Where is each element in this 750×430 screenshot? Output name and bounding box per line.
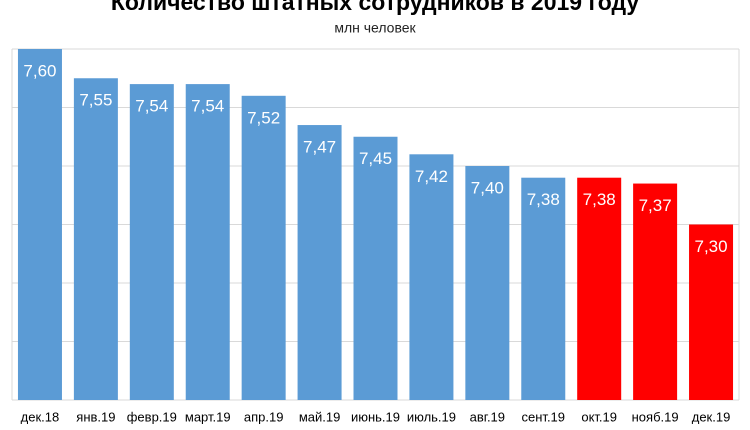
value-label: 7,40 (471, 178, 504, 197)
value-label: 7,45 (359, 149, 392, 168)
value-label: 7,37 (639, 196, 672, 215)
bar (521, 177, 566, 400)
x-tick-label: янв.19 (76, 409, 115, 424)
chart-title: Количество штатных сотрудников в 2019 го… (111, 0, 640, 15)
x-tick-label: апр.19 (244, 409, 284, 424)
value-label: 7,60 (23, 61, 56, 80)
value-label: 7,38 (583, 190, 616, 209)
bar (409, 154, 454, 400)
x-tick-label: дек.19 (692, 409, 731, 424)
bar (689, 224, 734, 400)
x-tick-label: нояб.19 (632, 409, 679, 424)
bar (353, 136, 398, 400)
value-label: 7,54 (135, 97, 168, 116)
x-tick-label: авг.19 (470, 409, 505, 424)
x-tick-label: февр.19 (127, 409, 177, 424)
x-tick-label: июнь.19 (351, 409, 400, 424)
value-label: 7,42 (415, 167, 448, 186)
chart-subtitle: млн человек (334, 20, 416, 36)
x-tick-label: май.19 (299, 409, 341, 424)
value-label: 7,54 (191, 97, 224, 116)
x-tick-label: окт.19 (581, 409, 617, 424)
x-tick-label: сент.19 (522, 409, 566, 424)
bar (17, 49, 62, 400)
bar (241, 95, 286, 401)
bar (73, 78, 118, 400)
x-tick-label: март.19 (185, 409, 231, 424)
bar (297, 125, 342, 401)
bar (577, 177, 622, 400)
bar (633, 183, 678, 400)
value-label: 7,47 (303, 138, 336, 157)
value-label: 7,52 (247, 108, 280, 127)
bar (465, 166, 510, 400)
x-tick-label: июль.19 (407, 409, 456, 424)
bar (185, 84, 230, 400)
value-label: 7,38 (527, 190, 560, 209)
x-tick-label: дек.18 (21, 409, 60, 424)
value-label: 7,30 (694, 237, 727, 256)
value-label: 7,55 (79, 91, 112, 110)
bar (129, 84, 174, 400)
